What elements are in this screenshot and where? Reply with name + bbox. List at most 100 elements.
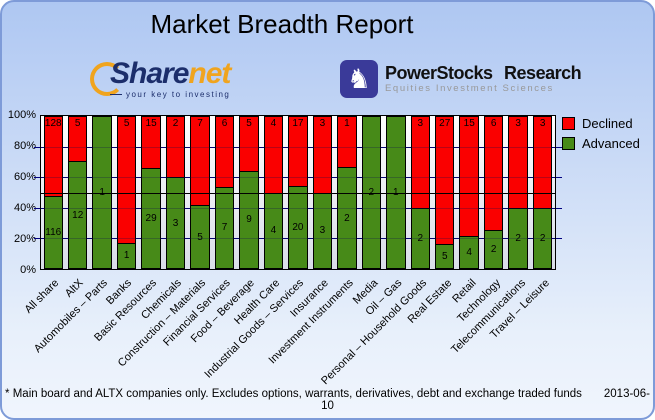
segment-advanced: 12 <box>68 161 87 268</box>
knight-chess-icon: ♞ <box>340 60 378 98</box>
advanced-count: 2 <box>417 232 424 244</box>
segment-advanced: 116 <box>44 196 62 268</box>
declined-count: 6 <box>490 118 497 129</box>
advanced-count: 20 <box>292 222 304 234</box>
declined-count: 5 <box>74 118 81 129</box>
axis-tick <box>556 177 562 179</box>
advanced-count: 5 <box>441 251 448 263</box>
sharenet-tagline-rule <box>110 94 122 95</box>
legend-item-advanced: Advanced <box>562 136 640 151</box>
segment-declined: 5 <box>117 117 136 243</box>
advanced-count: 2 <box>539 232 546 244</box>
y-tick-label: 80% <box>13 140 36 152</box>
segment-advanced: 2 <box>338 167 356 268</box>
declined-count: 17 <box>292 118 304 129</box>
y-tick-label: 0% <box>20 264 36 276</box>
segment-advanced: 2 <box>411 207 429 268</box>
legend-label-declined: Declined <box>582 116 633 131</box>
advanced-count: 29 <box>145 213 157 225</box>
advanced-count: 3 <box>319 225 326 237</box>
legend-item-declined: Declined <box>562 116 640 131</box>
segment-declined: 3 <box>533 117 552 208</box>
plot-area: 1281165121511529237567594417203312213227… <box>34 115 562 270</box>
declined-count: 15 <box>463 118 475 129</box>
advanced-count: 12 <box>72 209 84 221</box>
x-tick-label: All share <box>22 277 61 316</box>
x-axis-labels: All share AltX Automobiles – Parts Banks Bas… <box>22 273 556 398</box>
segment-declined: 1 <box>338 117 356 168</box>
fifty-percent-line <box>41 192 555 194</box>
y-tick-label: 20% <box>13 233 36 245</box>
legend-label-advanced: Advanced <box>582 136 640 151</box>
segment-declined: 3 <box>509 117 527 208</box>
segment-declined: 3 <box>313 117 332 193</box>
y-axis-labels: 100% 80% 60% 40% 20% 0% <box>2 109 36 276</box>
segment-declined: 5 <box>68 117 87 162</box>
segment-advanced: 2 <box>484 230 503 268</box>
segment-declined: 7 <box>191 117 209 206</box>
segment-declined: 6 <box>484 117 503 231</box>
y-tick-label: 100% <box>7 109 36 121</box>
gridline-overlay <box>41 177 555 179</box>
advanced-count: 3 <box>172 217 179 229</box>
advanced-count: 7 <box>221 222 228 234</box>
axis-tick <box>34 238 40 240</box>
axis-tick <box>34 177 40 179</box>
advanced-count: 4 <box>270 225 277 237</box>
advanced-count: 116 <box>45 227 62 239</box>
segment-declined: 5 <box>240 117 258 171</box>
declined-count: 15 <box>145 118 157 129</box>
declined-count: 3 <box>539 118 546 129</box>
declined-count: 128 <box>44 118 62 129</box>
axis-tick <box>556 238 562 240</box>
segment-declined: 15 <box>460 117 478 237</box>
advanced-count: 2 <box>490 244 497 256</box>
declined-count: 3 <box>417 118 424 129</box>
axis-tick <box>34 146 40 148</box>
gridline-overlay <box>41 238 555 240</box>
declined-swatch-icon <box>562 117 575 130</box>
segment-advanced: 3 <box>166 177 185 268</box>
advanced-swatch-icon <box>562 137 575 150</box>
declined-count: 5 <box>246 118 252 129</box>
sharenet-word-share: Share <box>110 57 189 90</box>
y-tick-label: 60% <box>13 171 36 183</box>
segment-advanced: 9 <box>240 170 258 268</box>
advanced-count: 2 <box>344 212 350 224</box>
declined-count: 5 <box>123 118 130 129</box>
segment-declined: 2 <box>166 117 185 178</box>
declined-count: 6 <box>221 118 228 129</box>
footnote-text: * Main board and ALTX companies only. Ex… <box>5 388 582 400</box>
sharenet-tagline: your key to investing <box>110 90 230 99</box>
axis-tick <box>556 146 562 148</box>
declined-count: 7 <box>197 118 203 129</box>
sharenet-wordmark: Sharenet <box>110 57 231 90</box>
sharenet-arc-icon <box>90 62 124 96</box>
sharenet-tagline-text: your key to investing <box>125 90 231 99</box>
segment-advanced: 20 <box>289 186 307 268</box>
advanced-count: 9 <box>246 214 252 226</box>
page-title: Market Breadth Report <box>150 9 414 39</box>
report-date: 2013-06-10 <box>321 388 650 412</box>
declined-count: 2 <box>172 118 179 129</box>
powerstocks-subtitle: Equities Investment Sciences <box>385 83 554 94</box>
declined-count: 27 <box>439 118 451 129</box>
y-tick-label: 40% <box>13 202 36 214</box>
sharenet-word-net: net <box>188 57 231 90</box>
axis-tick <box>34 207 40 209</box>
powerstocks-logo: ♞ PowerStocks Research Equities Investme… <box>340 60 582 98</box>
segment-advanced: 5 <box>436 244 454 268</box>
segment-advanced: 5 <box>191 205 209 268</box>
advanced-count: 5 <box>197 231 203 243</box>
segment-advanced: 7 <box>215 186 234 268</box>
declined-count: 3 <box>515 118 521 129</box>
segment-advanced: 4 <box>460 236 478 268</box>
sharenet-logo: Sharenet your key to investing <box>90 57 231 99</box>
advanced-count: 4 <box>466 247 472 259</box>
